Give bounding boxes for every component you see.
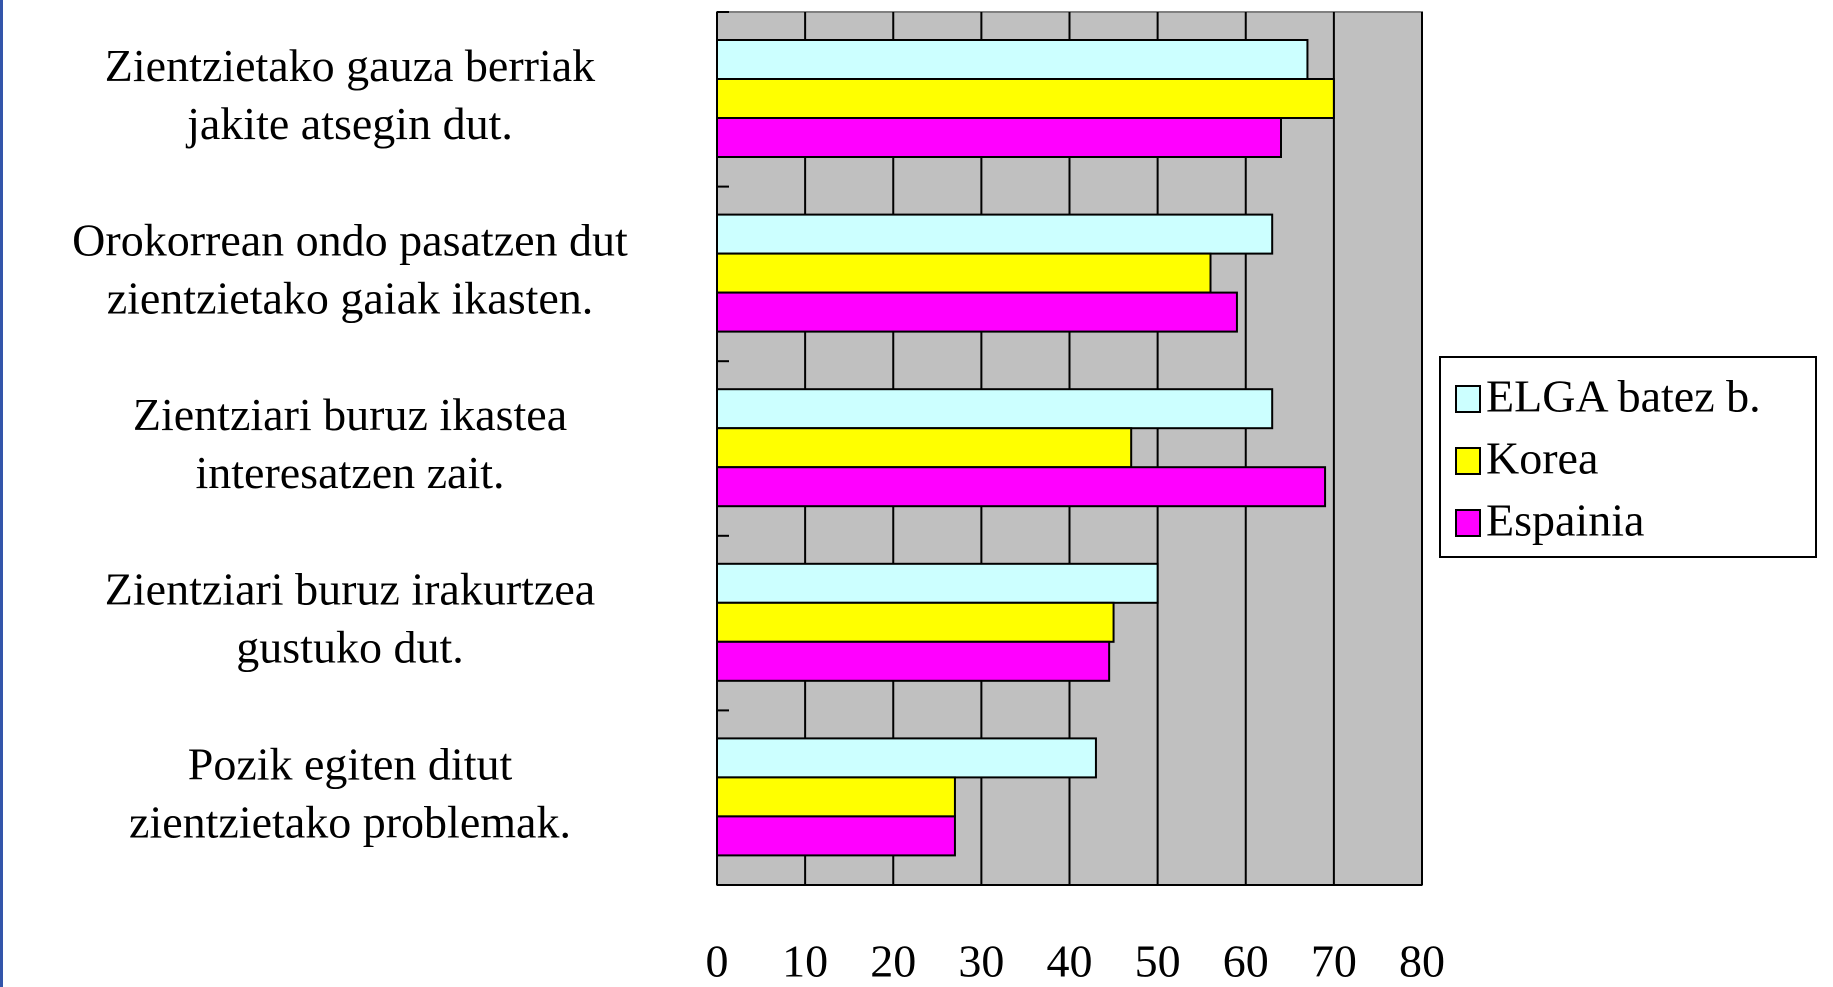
y-tick-label: Orokorrean ondo pasatzen dut [72, 214, 628, 265]
x-tick-label: 50 [1135, 936, 1181, 987]
x-tick-label: 60 [1223, 936, 1269, 987]
y-tick-label: Pozik egiten ditut [188, 738, 513, 789]
y-tick-label: Zientziari buruz irakurtzea [105, 564, 595, 615]
legend-swatch [1455, 509, 1481, 537]
bar [716, 39, 1309, 80]
x-tick-label: 20 [870, 936, 916, 987]
bar [716, 640, 1111, 682]
bar [716, 601, 1115, 643]
bar [716, 466, 1327, 508]
x-tick-label: 10 [782, 936, 828, 987]
y-tick-label: Zientziari buruz ikastea [133, 389, 567, 440]
bar [716, 117, 1282, 158]
legend-box [1439, 356, 1817, 558]
bar [716, 815, 956, 857]
legend-label: Korea [1486, 433, 1598, 484]
x-tick-label: 40 [1047, 936, 1093, 987]
y-tick-label: Zientzietako gauza berriak [105, 40, 595, 91]
legend-swatch [1455, 447, 1481, 475]
bar [716, 252, 1212, 294]
bar [716, 562, 1159, 604]
bar [716, 388, 1274, 430]
y-tick-label: interesatzen zait. [195, 447, 504, 498]
y-tick-label: jakite atsegin dut. [185, 98, 513, 149]
legend-label: ELGA batez b. [1486, 371, 1761, 422]
bar [716, 213, 1274, 255]
y-tick-label: gustuko dut. [236, 622, 463, 673]
x-tick-label: 70 [1311, 936, 1357, 987]
x-tick-label: 30 [958, 936, 1004, 987]
bar [716, 776, 956, 818]
y-tick-label: zientzietako problemak. [129, 796, 571, 847]
x-tick-label: 80 [1399, 936, 1445, 987]
bar [716, 427, 1133, 469]
legend-label: Espainia [1486, 495, 1644, 546]
bar [716, 78, 1335, 119]
legend-swatch [1455, 385, 1481, 413]
bar [716, 737, 1097, 779]
bar [716, 291, 1238, 333]
y-tick-label: zientzietako gaiak ikasten. [107, 272, 594, 323]
x-tick-label: 0 [706, 936, 729, 987]
